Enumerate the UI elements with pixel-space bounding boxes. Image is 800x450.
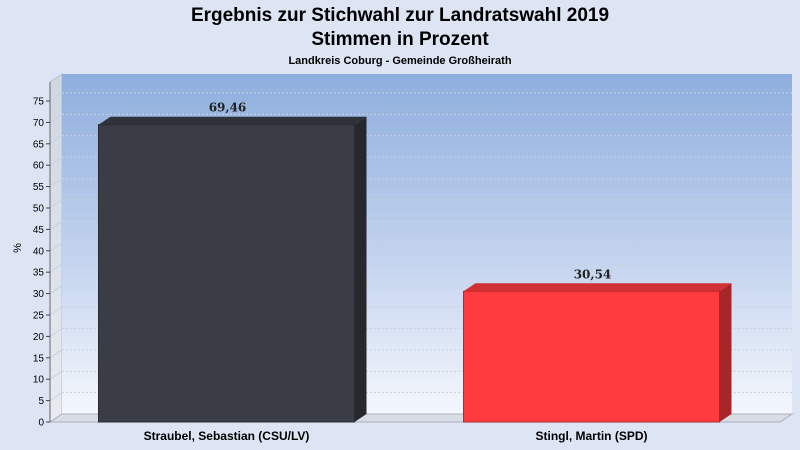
gridline-wall	[49, 242, 63, 252]
y-tick-label: 70	[33, 118, 45, 129]
bar-side	[719, 283, 732, 422]
gridline-wall	[49, 285, 63, 295]
gridline-wall	[49, 263, 63, 273]
gridline-wall	[49, 370, 63, 380]
y-tick-label: 50	[33, 204, 45, 215]
gridline-wall	[49, 178, 63, 188]
y-axis-label: %	[12, 243, 24, 253]
bar-front	[98, 124, 355, 423]
chart-title-line2: Stimmen in Prozent	[311, 29, 489, 50]
plot-left-wall	[49, 73, 63, 423]
y-axis: 0 5 10 15 20 25 30 35 40 45 50 55 60 65 70 75%	[12, 82, 51, 429]
x-category-label: Stingl, Martin (SPD)	[536, 429, 648, 443]
bar-value-label: 30,54	[574, 267, 612, 281]
bar-value-label: 69,46	[209, 101, 247, 115]
y-tick-label: 65	[33, 139, 45, 150]
bars	[98, 116, 732, 423]
chart-title: Ergebnis zur Stichwahl zur Landratswahl …	[190, 5, 610, 26]
gridline-wall	[49, 349, 63, 359]
gridline-wall	[49, 92, 63, 102]
chart-title-block: Ergebnis zur Stichwahl zur Landratswahl …	[0, 4, 800, 69]
y-tick-label: 25	[33, 311, 45, 322]
y-tick-label: 10	[33, 375, 45, 386]
gridline-wall	[49, 327, 63, 337]
gridline-wall	[49, 306, 63, 316]
x-axis: Straubel, Sebastian (CSU/LV) Stingl, Mart…	[144, 429, 648, 443]
y-tick-label: 5	[38, 396, 44, 407]
y-tick-label: 35	[33, 268, 45, 279]
gridline-wall	[49, 392, 63, 402]
y-tick-label: 45	[33, 225, 45, 236]
y-tick-label: 20	[33, 332, 45, 343]
gridline-wall	[49, 199, 63, 209]
gridline-wall	[49, 156, 63, 166]
y-tick-label: 60	[33, 161, 45, 172]
y-tick-label: 15	[33, 353, 45, 364]
y-tick-label: 30	[33, 289, 45, 300]
bar-top	[98, 116, 367, 125]
y-tick-label: 40	[33, 246, 45, 257]
y-tick-label: 75	[33, 97, 45, 108]
y-tick-label: 0	[38, 418, 44, 429]
y-tick-label: 55	[33, 182, 45, 193]
bar-top	[463, 283, 732, 292]
bar-side	[354, 116, 367, 423]
bar-front	[463, 290, 720, 423]
data-labels: 69,46 30,54	[209, 101, 612, 282]
gridline-wall	[49, 113, 63, 123]
gridline-wall	[49, 220, 63, 230]
x-category-label: Straubel, Sebastian (CSU/LV)	[144, 429, 310, 443]
chart-subtitle: Landkreis Coburg - Gemeinde Großheirath	[288, 55, 512, 67]
gridline-wall	[49, 135, 63, 145]
